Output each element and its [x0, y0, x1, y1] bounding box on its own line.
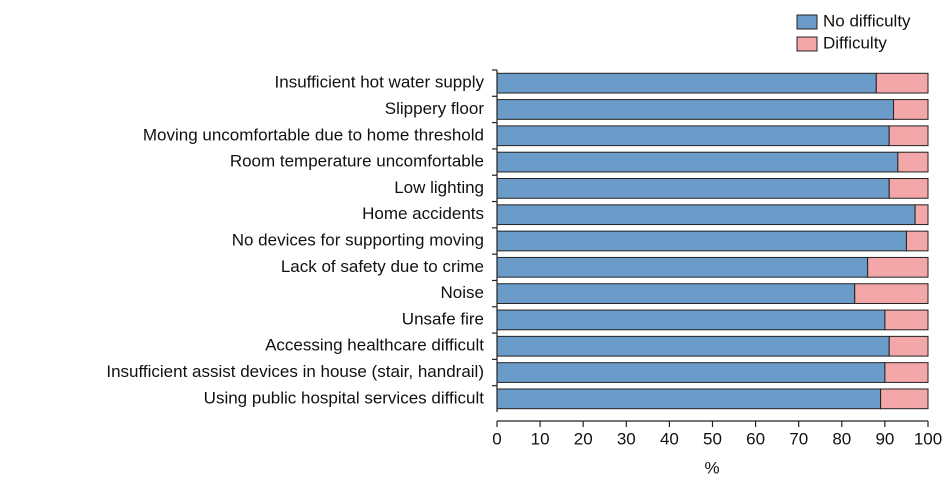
x-axis-label: % — [704, 458, 719, 477]
legend-swatch — [796, 36, 818, 52]
bar-segment — [914, 204, 929, 226]
bar-segment — [496, 283, 856, 304]
bar-segment — [496, 178, 890, 199]
x-tick-label: 100 — [914, 429, 942, 448]
y-tick-label: Noise — [441, 283, 484, 302]
bar-segment — [496, 125, 890, 147]
y-tick-label: Lack of safety due to crime — [281, 257, 484, 276]
y-tick-label: Moving uncomfortable due to home thresho… — [143, 125, 484, 144]
bar-segment — [884, 309, 929, 331]
x-tick-label: 20 — [574, 429, 593, 448]
x-tick-label: 30 — [617, 429, 636, 448]
x-tick-label: 50 — [703, 429, 722, 448]
y-tick-label: No devices for supporting moving — [232, 230, 484, 249]
bar-segment — [496, 151, 899, 173]
bar-segment — [884, 362, 929, 383]
bar-segment — [496, 335, 890, 357]
bar-segment — [496, 362, 886, 383]
legend-swatch — [796, 14, 818, 30]
bar-segment — [854, 283, 929, 304]
x-tick-label: 60 — [746, 429, 765, 448]
bar-segment — [496, 256, 869, 278]
legend-label: No difficulty — [823, 11, 911, 30]
x-tick-label: 80 — [832, 429, 851, 448]
bar-segment — [888, 335, 929, 357]
bar-segment — [897, 151, 929, 173]
y-tick-label: Accessing healthcare difficult — [265, 336, 484, 355]
y-tick-label: Unsafe fire — [402, 309, 484, 328]
bar-segment — [888, 178, 929, 199]
y-tick-label: Low lighting — [394, 178, 484, 197]
y-tick-label: Room temperature uncomfortable — [230, 152, 484, 171]
bar-segment — [880, 388, 929, 410]
x-tick-label: 70 — [789, 429, 808, 448]
bar-segment — [496, 72, 877, 94]
legend-label: Difficulty — [823, 33, 887, 52]
bar-segment — [905, 230, 929, 252]
y-tick-label: Insufficient hot water supply — [275, 73, 485, 92]
y-tick-label: Insufficient assist devices in house (st… — [106, 362, 484, 381]
bar-segment — [867, 256, 929, 278]
bar-segment — [893, 99, 929, 120]
y-tick-label: Using public hospital services difficult — [204, 388, 485, 407]
x-tick-label: 0 — [492, 429, 501, 448]
bar-segment — [496, 204, 916, 226]
bar-segment — [875, 72, 929, 94]
x-tick-label: 10 — [531, 429, 550, 448]
bar-segment — [496, 99, 895, 120]
bar-segment — [496, 309, 886, 331]
x-tick-label: 40 — [660, 429, 679, 448]
bar-segment — [888, 125, 929, 147]
bar-segment — [496, 230, 907, 252]
y-tick-label: Home accidents — [362, 204, 484, 223]
x-tick-label: 90 — [875, 429, 894, 448]
y-tick-label: Slippery floor — [385, 99, 485, 118]
bar-segment — [496, 388, 882, 410]
